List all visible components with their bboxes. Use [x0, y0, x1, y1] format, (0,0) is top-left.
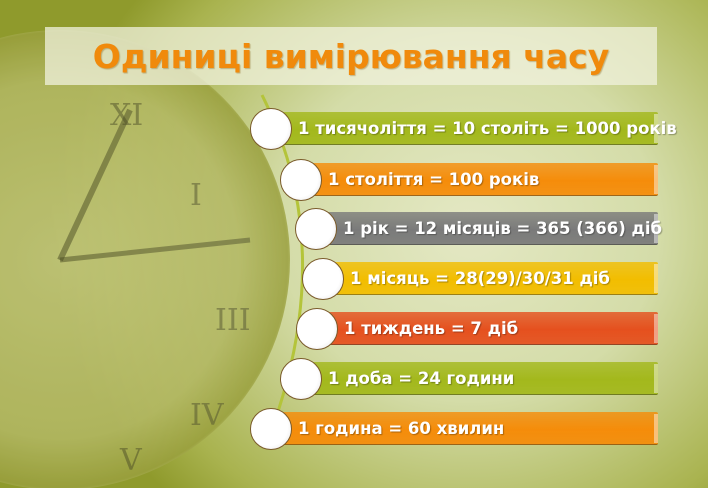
circle-marker	[280, 159, 322, 201]
unit-label: 1 доба = 24 години	[328, 368, 515, 388]
circle-marker	[250, 108, 292, 150]
unit-bar: 1 тиждень = 7 діб	[326, 312, 658, 345]
unit-bar: 1 рік = 12 місяців = 365 (366) діб	[325, 212, 662, 245]
circle-marker	[250, 408, 292, 450]
unit-label: 1 століття = 100 років	[328, 169, 540, 189]
clock-image: XIIIII IVV	[0, 30, 290, 488]
title-banner: Одиниці вимірювання часу	[45, 27, 657, 85]
unit-label: 1 місяць = 28(29)/30/31 діб	[350, 268, 610, 288]
circle-marker	[296, 308, 338, 350]
circle-marker	[302, 258, 344, 300]
svg-text:I: I	[190, 178, 202, 213]
circle-marker	[295, 208, 337, 250]
unit-label: 1 рік = 12 місяців = 365 (366) діб	[343, 218, 663, 238]
unit-label: 1 тиждень = 7 діб	[344, 318, 519, 338]
slide-title: Одиниці вимірювання часу	[92, 36, 610, 76]
unit-bar: 1 тисячоліття = 10 століть = 1000 років	[280, 112, 677, 145]
unit-label: 1 година = 60 хвилин	[298, 418, 505, 438]
unit-bar: 1 година = 60 хвилин	[280, 412, 658, 445]
svg-text:XI: XI	[110, 98, 143, 133]
svg-text:III: III	[215, 303, 251, 338]
circle-marker	[280, 358, 322, 400]
unit-bar: 1 століття = 100 років	[310, 163, 658, 196]
svg-text:V: V	[119, 443, 143, 478]
unit-bar: 1 місяць = 28(29)/30/31 діб	[332, 262, 658, 295]
unit-label: 1 тисячоліття = 10 століть = 1000 років	[298, 118, 677, 138]
unit-bar: 1 доба = 24 години	[310, 362, 658, 395]
svg-text:IV: IV	[190, 398, 225, 433]
